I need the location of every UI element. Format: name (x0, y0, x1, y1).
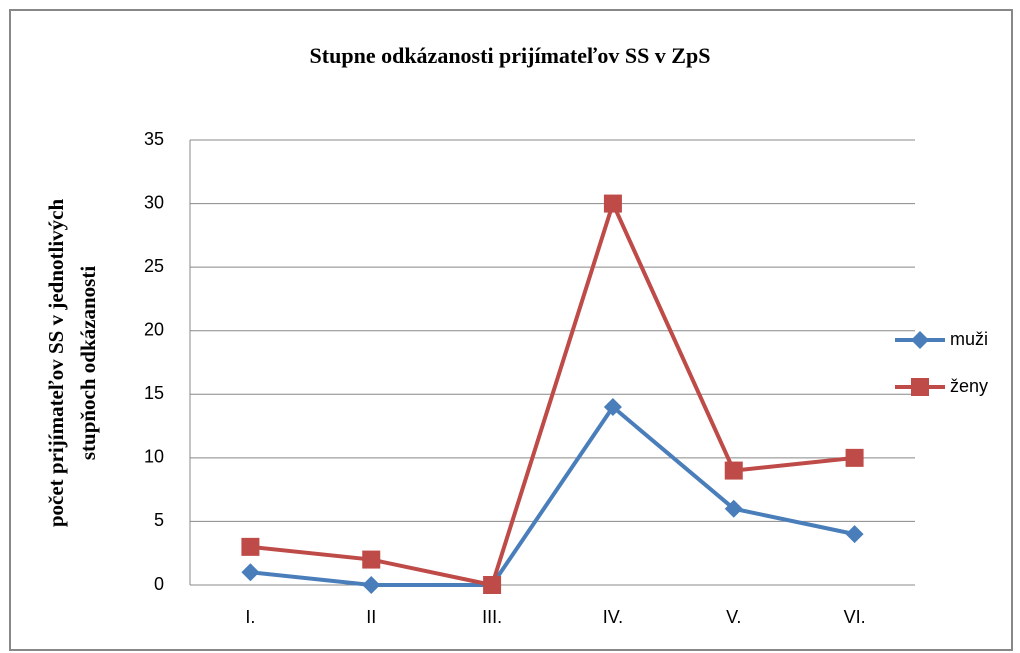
marker (845, 448, 864, 467)
marker (724, 499, 743, 518)
y-axis-label-line: stupňoch odkázanosti (76, 266, 100, 460)
x-tick-label: IV. (603, 607, 623, 627)
x-tick-label: II (366, 607, 376, 627)
y-axis-label: počet prijímateľov SS v jednotlivých stu… (44, 199, 100, 528)
x-tick-label: III. (482, 607, 502, 627)
series-line (250, 197, 855, 588)
y-axis-label-line: počet prijímateľov SS v jednotlivých (44, 199, 68, 528)
marker (724, 461, 743, 480)
x-tick-label: I. (245, 607, 255, 627)
series-line (250, 404, 855, 587)
marker (603, 194, 622, 213)
y-tick-label: 5 (154, 510, 164, 530)
marker (911, 378, 929, 396)
x-tick-label: V. (726, 607, 741, 627)
marker (362, 576, 381, 594)
y-tick-label: 15 (144, 383, 164, 403)
marker (911, 331, 929, 349)
y-tick-label: 20 (144, 319, 164, 339)
marker (603, 398, 622, 416)
marker (845, 525, 864, 544)
y-tick-label: 30 (144, 192, 164, 212)
marker (241, 563, 260, 582)
y-tick-label: 0 (154, 574, 164, 594)
y-tick-label: 35 (144, 129, 164, 149)
legend-label: muži (950, 329, 988, 349)
legend-label: ženy (950, 376, 988, 396)
marker (362, 550, 381, 569)
x-tick-label: VI. (844, 607, 866, 627)
marker (241, 537, 260, 556)
y-tick-label: 25 (144, 256, 164, 276)
chart-title: Stupne odkázanosti prijímateľov SS v ZpS (310, 43, 711, 68)
chart-border (9, 9, 1013, 651)
marker (483, 576, 502, 594)
y-tick-label: 10 (144, 447, 164, 467)
